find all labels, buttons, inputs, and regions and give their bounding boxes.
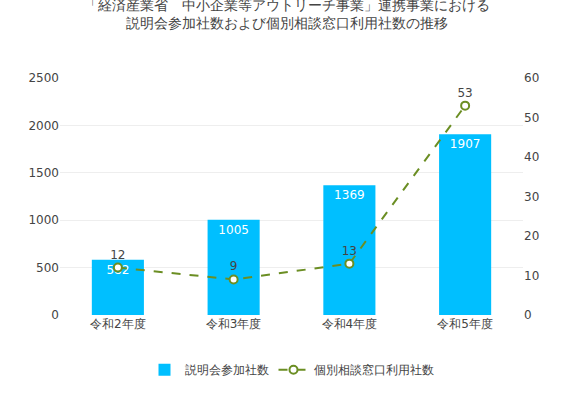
svg-text:60: 60 bbox=[524, 71, 539, 85]
svg-text:13: 13 bbox=[342, 244, 357, 258]
svg-text:20: 20 bbox=[524, 229, 539, 243]
svg-text:令和3年度: 令和3年度 bbox=[206, 317, 262, 331]
svg-text:説明会参加社数: 説明会参加社数 bbox=[185, 363, 269, 377]
svg-text:10: 10 bbox=[524, 269, 539, 283]
svg-text:1500: 1500 bbox=[28, 166, 59, 180]
svg-text:令和5年度: 令和5年度 bbox=[437, 317, 493, 331]
svg-text:582: 582 bbox=[106, 263, 129, 277]
svg-text:1907: 1907 bbox=[450, 137, 481, 151]
svg-text:30: 30 bbox=[524, 190, 539, 204]
svg-text:1000: 1000 bbox=[28, 213, 59, 227]
svg-text:1369: 1369 bbox=[334, 188, 365, 202]
svg-text:「経済産業省 中小企業等アウトリーチ事業」連携事業における説: 「経済産業省 中小企業等アウトリーチ事業」連携事業における説明会参加社数および個… bbox=[84, 0, 490, 31]
svg-text:12: 12 bbox=[110, 248, 125, 262]
svg-text:9: 9 bbox=[230, 259, 238, 273]
svg-text:令和2年度: 令和2年度 bbox=[90, 317, 146, 331]
svg-text:0: 0 bbox=[524, 308, 532, 322]
svg-text:53: 53 bbox=[457, 86, 472, 100]
svg-text:40: 40 bbox=[524, 150, 539, 164]
svg-text:500: 500 bbox=[36, 261, 59, 275]
svg-text:0: 0 bbox=[51, 308, 59, 322]
svg-text:2000: 2000 bbox=[28, 119, 59, 133]
svg-text:令和4年度: 令和4年度 bbox=[322, 317, 378, 331]
svg-text:1005: 1005 bbox=[218, 223, 249, 237]
svg-text:50: 50 bbox=[524, 111, 539, 125]
svg-text:2500: 2500 bbox=[28, 71, 59, 85]
svg-text:個別相談窓口利用社数: 個別相談窓口利用社数 bbox=[314, 363, 434, 377]
